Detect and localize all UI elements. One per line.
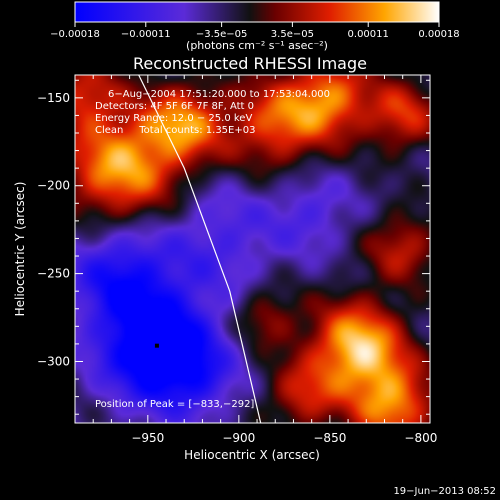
colorbar-tick-label: −3.5e−05 bbox=[196, 29, 248, 40]
colorbar-tick-label: −0.00011 bbox=[121, 29, 171, 40]
annotation-time: 6−Aug−2004 17:51:20.000 to 17:53:04.000 bbox=[108, 89, 330, 100]
x-tick-label: −850 bbox=[313, 431, 346, 445]
y-tick-label: −250 bbox=[37, 267, 70, 281]
colorbar-tick-label: 0.00018 bbox=[418, 29, 459, 40]
y-axis-label: Heliocentric Y (arcsec) bbox=[13, 182, 27, 317]
footer-date: 19−Jun−2013 08:52 bbox=[393, 486, 496, 497]
y-tick-label: −300 bbox=[37, 354, 70, 368]
colorbar-tick-label: 0.00011 bbox=[348, 29, 389, 40]
heatmap-image bbox=[75, 75, 430, 423]
x-tick-label: −900 bbox=[222, 431, 255, 445]
x-axis-label: Heliocentric X (arcsec) bbox=[184, 448, 320, 462]
peak-position-label: Position of Peak = [−833,−292] bbox=[95, 399, 254, 410]
chart-title: Reconstructed RHESSI Image bbox=[133, 54, 367, 73]
y-tick-label: −200 bbox=[37, 179, 70, 193]
annotation-energy: Energy Range: 12.0 − 25.0 keV bbox=[95, 113, 252, 124]
colorbar-ticks: −0.00018 −0.00011 −3.5e−05 3.5e−05 0.00011 0.… bbox=[50, 22, 460, 40]
colorbar bbox=[74, 1, 440, 23]
colorbar-unit-label: (photons cm⁻² s⁻¹ asec⁻²) bbox=[186, 39, 328, 52]
x-tick-label: −800 bbox=[404, 431, 437, 445]
y-tick-label: −150 bbox=[37, 91, 70, 105]
colorbar-tick-label: −0.00018 bbox=[50, 29, 100, 40]
colorbar-tick-label: 3.5e−05 bbox=[271, 29, 314, 40]
plot-frame bbox=[74, 74, 431, 424]
annotation-clean: Clean Total counts: 1.35E+03 bbox=[95, 125, 255, 136]
axis-ticks: −950 −900 −850 −800 −150 −200 −250 −300 bbox=[37, 75, 437, 445]
limb-line bbox=[138, 75, 262, 423]
x-tick-label: −950 bbox=[131, 431, 164, 445]
annotation-detectors: Detectors: 4F 5F 6F 7F 8F, Att 0 bbox=[95, 101, 254, 112]
peak-marker bbox=[154, 343, 159, 348]
